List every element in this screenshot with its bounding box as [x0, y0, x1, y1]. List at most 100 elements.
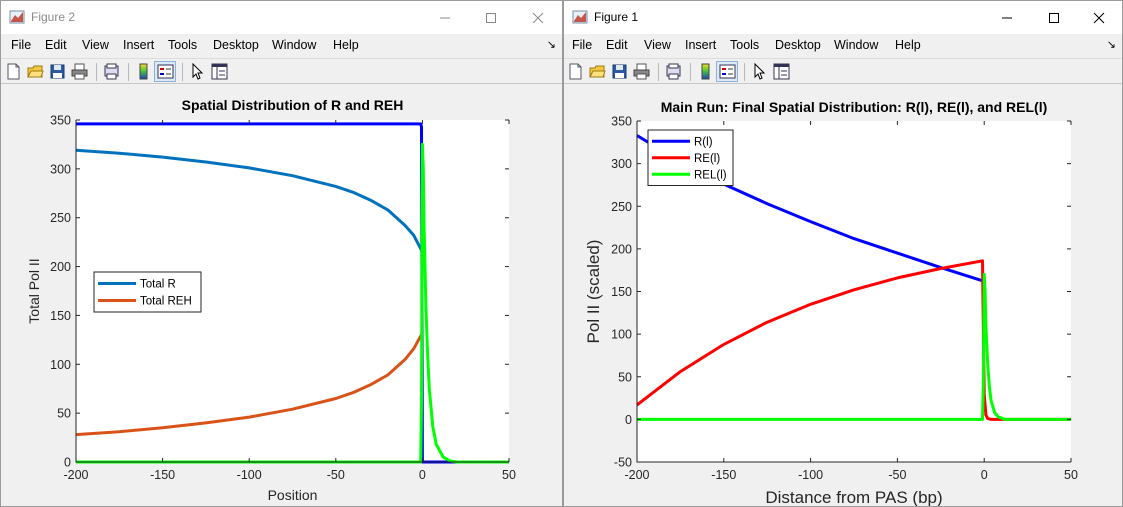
menu-edit[interactable]: Edit: [606, 38, 628, 52]
pointer-icon[interactable]: [751, 63, 768, 80]
legend-icon[interactable]: [157, 63, 174, 80]
y-tick-label: 50: [57, 407, 71, 421]
print-icon[interactable]: [633, 63, 650, 80]
toolbar-separator: [690, 63, 691, 81]
y-tick-label: 250: [50, 211, 71, 225]
window-title: Figure 2: [31, 10, 76, 24]
property-inspector-icon[interactable]: [211, 63, 228, 80]
x-tick-label: 0: [981, 468, 988, 482]
menu-help[interactable]: Help: [895, 38, 921, 52]
menu-desktop[interactable]: Desktop: [213, 38, 259, 52]
menu-edit[interactable]: Edit: [45, 38, 67, 52]
y-axis-label: Total Pol II: [26, 258, 42, 323]
maximize-icon: [486, 13, 496, 23]
menu-tools[interactable]: Tools: [730, 38, 760, 52]
chart-svg[interactable]: -200 -150 -100 -50 0 50 0 50 100 150 200 250 300 350 S…: [1, 84, 562, 507]
chart-title: Main Run: Final Spatial Distribution: R(…: [661, 99, 1048, 115]
window-title: Figure 1: [594, 10, 639, 24]
minimize-button[interactable]: [984, 1, 1030, 34]
menu-view[interactable]: View: [644, 38, 671, 52]
series-line-re-l: [636, 259, 1071, 421]
figure-2-window: Figure 2 File Edit View Insert Tools Des…: [0, 0, 563, 507]
x-axis-label: Position: [268, 487, 318, 503]
pointer-icon[interactable]: [189, 63, 206, 80]
y-tick-label: 250: [611, 200, 632, 214]
chart-title: Spatial Distribution of R and REH: [182, 97, 404, 113]
open-file-icon[interactable]: [589, 63, 606, 80]
x-tick-label: -50: [888, 468, 906, 482]
y-tick-label: 0: [64, 456, 71, 470]
figure-canvas: -200 -150 -100 -50 0 50 0 50 100 150 200 250 300 350 S…: [1, 84, 562, 506]
legend-label: REL(l): [694, 169, 727, 181]
title-bar[interactable]: Figure 2: [1, 1, 562, 34]
legend-label: Total REH: [140, 296, 192, 308]
dock-figure-button[interactable]: ↘: [1106, 39, 1116, 51]
toolbar-separator: [658, 63, 659, 81]
figure-1-window: Figure 1 File Edit View Insert Tools Des…: [563, 0, 1123, 507]
x-tick-label: 0: [419, 468, 426, 482]
y-axis-label: Pol II (scaled): [584, 240, 603, 344]
y-tick-label: 200: [611, 242, 632, 256]
menu-insert[interactable]: Insert: [685, 38, 717, 52]
y-tick-label: 50: [618, 370, 632, 384]
menu-window[interactable]: Window: [272, 38, 317, 52]
x-tick-label: -200: [624, 468, 649, 482]
x-tick-label: 50: [502, 468, 516, 482]
series-line-rel-l: [637, 272, 1071, 421]
colorbar-icon[interactable]: [697, 63, 714, 80]
menu-help[interactable]: Help: [333, 38, 359, 52]
y-tick-label: 150: [611, 285, 632, 299]
new-figure-icon[interactable]: [5, 63, 22, 80]
minimize-button[interactable]: [422, 1, 468, 34]
menu-tools[interactable]: Tools: [168, 38, 198, 52]
print-preview-icon[interactable]: [665, 63, 682, 80]
save-icon[interactable]: [49, 63, 66, 80]
figure-toolbar: [1, 58, 562, 84]
minimize-icon: [440, 17, 450, 19]
print-icon[interactable]: [71, 63, 88, 80]
title-bar[interactable]: Figure 1: [564, 1, 1122, 34]
x-tick-label: -100: [798, 468, 823, 482]
y-tick-label: 350: [50, 114, 71, 128]
maximize-button[interactable]: [468, 1, 514, 34]
print-preview-icon[interactable]: [103, 63, 120, 80]
menu-file[interactable]: File: [572, 38, 593, 52]
x-tick-label: -200: [63, 468, 88, 482]
close-button[interactable]: [515, 1, 561, 34]
menu-bar: File Edit View Insert Tools Desktop Wind…: [564, 34, 1122, 57]
series-line-total-r: [75, 148, 424, 253]
legend-box: [93, 271, 202, 313]
series-line-3: [76, 142, 509, 464]
colorbar-icon[interactable]: [135, 63, 152, 80]
y-tick-label: 300: [50, 162, 71, 176]
y-tick-label: 0: [625, 413, 632, 427]
y-tick-label: 300: [611, 157, 632, 171]
menu-desktop[interactable]: Desktop: [775, 38, 821, 52]
maximize-button[interactable]: [1031, 1, 1077, 34]
menu-file[interactable]: File: [11, 38, 32, 52]
dock-figure-button[interactable]: ↘: [546, 39, 556, 51]
x-axis-label: Distance from PAS (bp): [765, 488, 942, 507]
toolbar-separator: [182, 63, 183, 81]
toolbar-separator: [744, 63, 745, 81]
close-button[interactable]: [1076, 1, 1122, 34]
x-tick-label: -150: [711, 468, 736, 482]
new-figure-icon[interactable]: [567, 63, 584, 80]
save-icon[interactable]: [611, 63, 628, 80]
toolbar-separator: [128, 63, 129, 81]
y-tick-label: 150: [50, 309, 71, 323]
y-tick-label: 100: [50, 358, 71, 372]
chart-svg[interactable]: -200 -150 -100 -50 0 50 -50 0 50 100 150 200 250 300 3…: [564, 84, 1122, 507]
x-tick-label: 50: [1064, 468, 1078, 482]
open-file-icon[interactable]: [27, 63, 44, 80]
figure-canvas: -200 -150 -100 -50 0 50 -50 0 50 100 150 200 250 300 3…: [564, 84, 1122, 506]
legend-label: R(l): [694, 136, 713, 148]
matlab-logo-icon: [9, 10, 25, 24]
menu-view[interactable]: View: [82, 38, 109, 52]
legend-icon[interactable]: [719, 63, 736, 80]
menu-insert[interactable]: Insert: [123, 38, 155, 52]
property-inspector-icon[interactable]: [773, 63, 790, 80]
menu-window[interactable]: Window: [834, 38, 879, 52]
toolbar-separator: [96, 63, 97, 81]
y-tick-label: -50: [614, 456, 632, 470]
